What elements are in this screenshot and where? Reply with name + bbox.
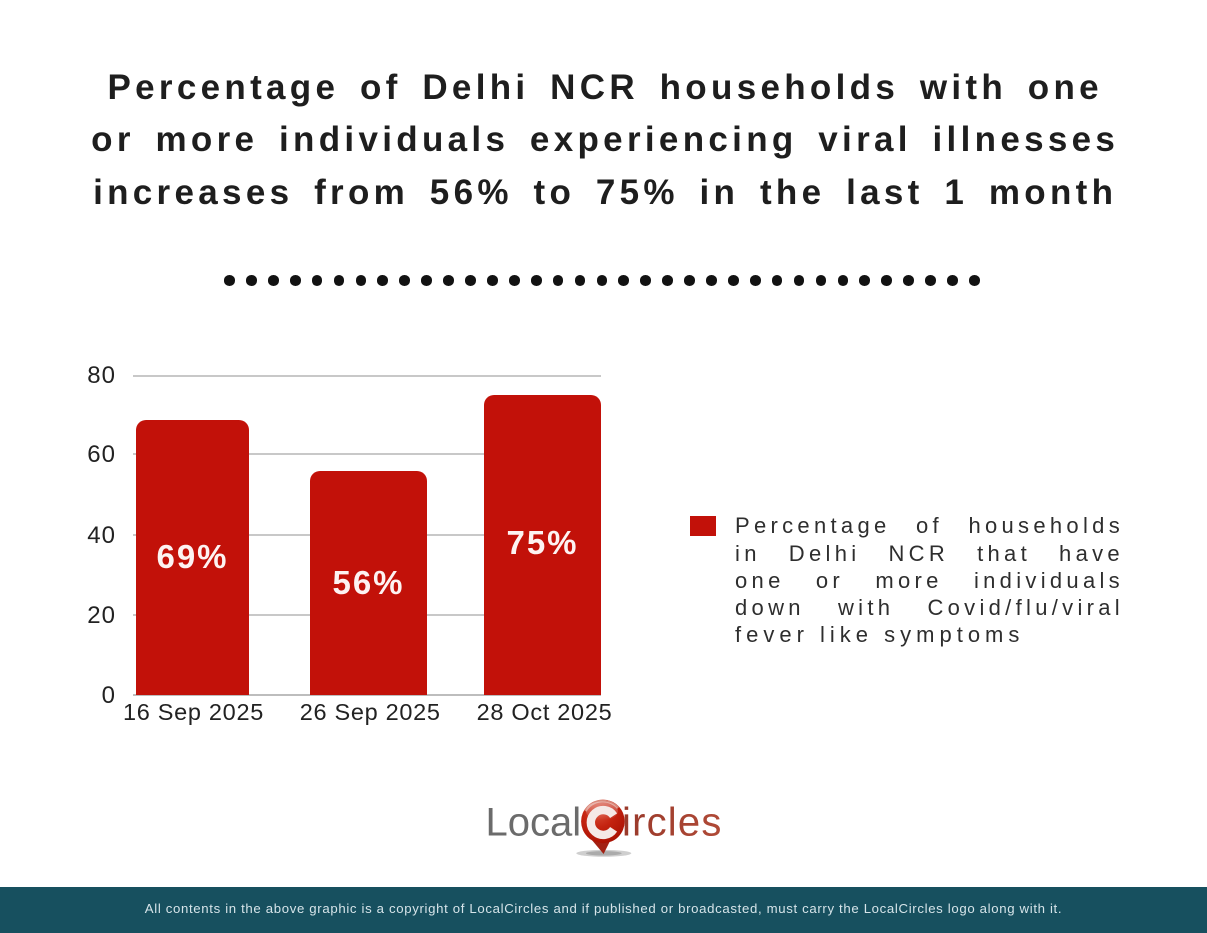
svg-text:Local: Local	[486, 801, 582, 845]
svg-text:ircles: ircles	[622, 801, 723, 845]
